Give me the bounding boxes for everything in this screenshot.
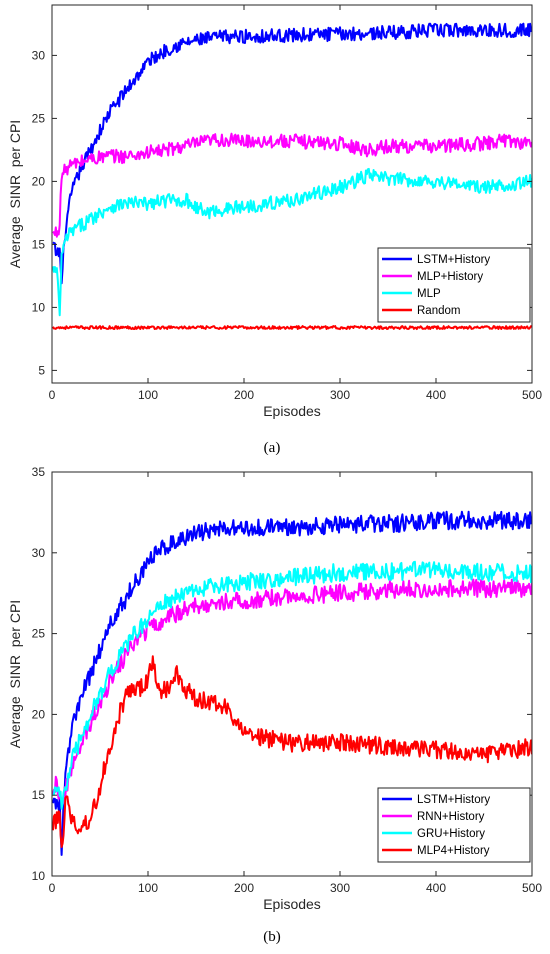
- x-tick-label: 300: [330, 881, 350, 895]
- x-tick-label: 400: [426, 881, 446, 895]
- series-line-rnn-history: [52, 578, 532, 806]
- legend-entry-label: MLP: [417, 288, 441, 300]
- y-tick-label: 25: [32, 627, 46, 641]
- legend: LSTM+History RNN+History GRU+History MLP4+H…: [377, 787, 531, 863]
- x-axis-label: Episodes: [263, 403, 321, 419]
- plot-frame: [51, 471, 533, 877]
- y-tick-label: 25: [32, 111, 46, 125]
- series-line-lstm-history: [52, 22, 532, 285]
- chart-panel-a: 0 100 200 300 400 500 5 10 15 20 25 30 Episodes Avera…: [7, 4, 542, 456]
- y-tick-label: 30: [32, 546, 46, 560]
- x-axis-label: Episodes: [263, 896, 321, 912]
- chart-panel-b: 0 100 200 300 400 500 10 15 20 25 30 35 Episodes Aver…: [7, 465, 542, 945]
- y-tick-label: 35: [32, 465, 46, 479]
- y-tick-label: 10: [32, 300, 46, 314]
- series-line-gru-history: [52, 560, 532, 810]
- x-tick-label: 0: [49, 881, 56, 895]
- legend-entry-label: GRU+History: [417, 828, 485, 840]
- series-line-mlp: [52, 167, 532, 317]
- x-tick-label: 400: [426, 388, 446, 402]
- legend-entry-label: Random: [417, 305, 460, 317]
- x-tick-label: 300: [330, 388, 350, 402]
- y-tick-label: 5: [38, 363, 45, 377]
- x-tick-label: 100: [138, 388, 158, 402]
- x-tick-label: 0: [49, 388, 56, 402]
- x-tick-label: 500: [522, 881, 542, 895]
- legend-entry-label: MLP+History: [417, 271, 483, 283]
- legend-entry-label: LSTM+History: [417, 254, 490, 266]
- x-tick-label: 200: [234, 881, 254, 895]
- x-tick-label: 100: [138, 881, 158, 895]
- y-axis-label: Average SINR per CPI: [7, 120, 23, 268]
- series-line-mlp-history: [52, 132, 532, 238]
- y-tick-label: 20: [32, 707, 46, 721]
- series-line-lstm-history: [52, 510, 532, 856]
- legend: LSTM+History MLP+History MLP Random: [377, 247, 531, 323]
- x-tick-label: 200: [234, 388, 254, 402]
- legend-entry-label: RNN+History: [417, 811, 485, 823]
- plot-frame: [51, 4, 533, 384]
- y-tick-label: 20: [32, 174, 46, 188]
- y-tick-label: 10: [32, 869, 46, 883]
- legend-entry-label: MLP4+History: [417, 845, 490, 857]
- y-tick-label: 15: [32, 788, 46, 802]
- panel-caption: (a): [264, 440, 281, 456]
- series-line-random: [52, 325, 532, 331]
- x-tick-label: 500: [522, 388, 542, 402]
- y-axis-label: Average SINR per CPI: [7, 600, 23, 748]
- y-tick-label: 30: [32, 48, 46, 62]
- series-line-mlp4-history: [52, 655, 532, 848]
- y-tick-label: 15: [32, 237, 46, 251]
- panel-caption: (b): [263, 929, 281, 945]
- legend-entry-label: LSTM+History: [417, 794, 490, 806]
